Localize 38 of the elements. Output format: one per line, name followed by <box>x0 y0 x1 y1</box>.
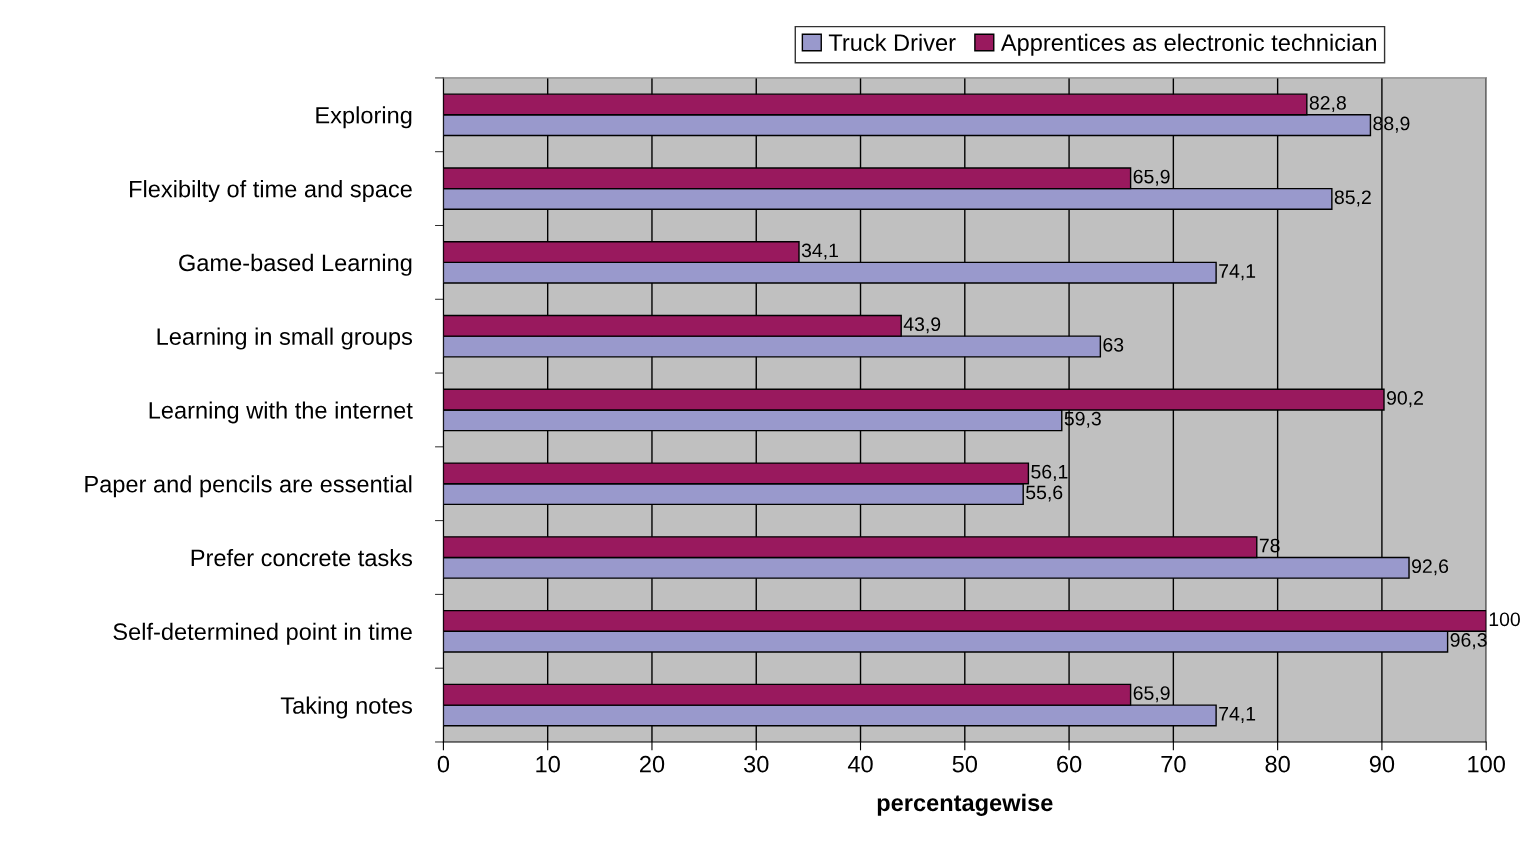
x-tick-label: 10 <box>536 755 560 773</box>
data-label: 90,2 <box>1386 391 1423 408</box>
data-label: 55,6 <box>1026 485 1063 502</box>
x-tick-label: 30 <box>744 755 769 773</box>
data-label: 96,3 <box>1450 633 1487 650</box>
y-tick-label: Self-determined point in time <box>113 622 412 645</box>
data-label: 74,1 <box>1219 264 1256 281</box>
x-tick-label: 40 <box>847 755 873 773</box>
y-tick-label: Prefer concrete tasks <box>191 548 413 567</box>
data-label: 100 <box>1489 612 1520 627</box>
data-label: 85,2 <box>1334 190 1371 207</box>
x-tick-label: 90 <box>1369 755 1395 773</box>
data-label: 65,9 <box>1133 169 1170 186</box>
y-tick-label: Exploring <box>316 106 412 129</box>
legend-label: Truck Driver <box>828 33 956 52</box>
data-label: 43,9 <box>903 317 941 334</box>
x-tick-label: 80 <box>1265 755 1290 773</box>
x-tick-label: 50 <box>952 755 978 773</box>
y-tick-label: Flexibilty of time and space <box>130 180 412 203</box>
x-tick-label: 70 <box>1161 755 1186 773</box>
data-label: 34,1 <box>801 243 838 260</box>
x-tick-label: 0 <box>437 755 450 773</box>
y-tick-label: Game-based Learning <box>179 253 412 276</box>
legend-label: Apprentices as electronic technician <box>1000 33 1376 56</box>
x-tick-label: 100 <box>1468 755 1505 773</box>
data-label: 65,9 <box>1133 686 1170 703</box>
data-label: 63 <box>1103 337 1124 352</box>
data-label: 92,6 <box>1412 559 1449 576</box>
y-tick-label: Learning in small groups <box>157 327 413 350</box>
data-label: 82,8 <box>1309 95 1346 112</box>
data-label: 74,1 <box>1219 707 1256 723</box>
x-tick-label: 60 <box>1057 755 1082 773</box>
y-tick-label: Paper and pencils are essential <box>85 475 412 498</box>
data-label: 56,1 <box>1031 464 1068 481</box>
x-axis-title: percentagewise <box>877 793 1053 816</box>
y-tick-label: Learning with the internet <box>149 401 413 424</box>
y-tick-label: Taking notes <box>280 696 413 719</box>
x-tick-label: 20 <box>640 755 665 773</box>
